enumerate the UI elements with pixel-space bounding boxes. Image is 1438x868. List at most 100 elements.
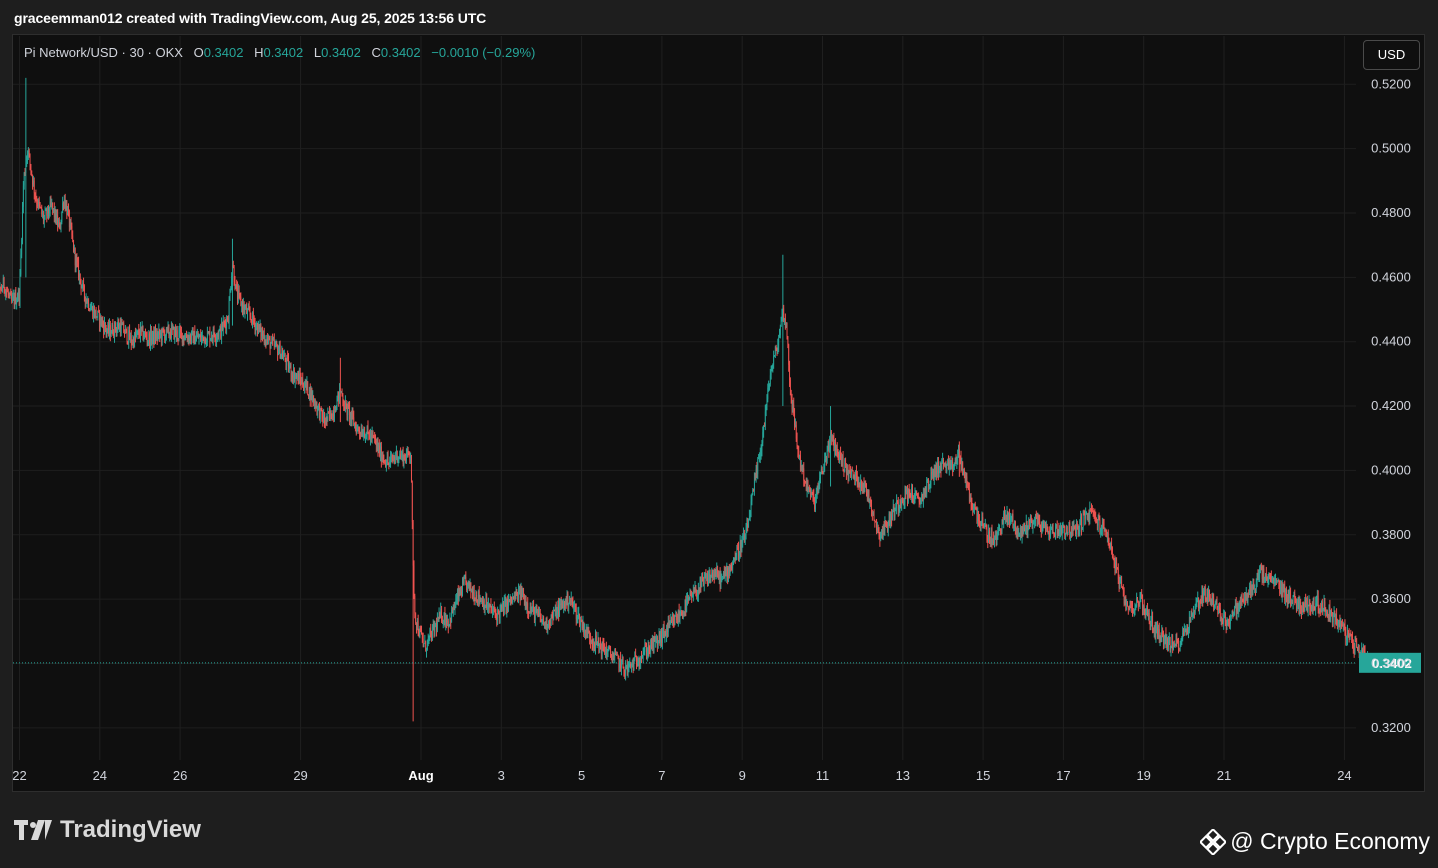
candle-body: [178, 331, 180, 339]
candle: [558, 597, 560, 622]
candle: [799, 454, 801, 461]
candle-body: [408, 451, 410, 455]
candle-body: [221, 323, 222, 338]
candle-body: [684, 600, 686, 612]
candle: [5, 289, 7, 301]
candle-body: [62, 203, 64, 212]
candle: [1050, 523, 1052, 539]
candle-body: [1050, 528, 1051, 538]
candle: [1240, 594, 1242, 609]
candle-body: [242, 304, 244, 311]
candle-body: [837, 451, 839, 454]
candle-body: [1346, 639, 1348, 640]
candle: [594, 641, 596, 652]
candle-body: [1223, 614, 1225, 624]
candle: [876, 518, 878, 535]
candle: [1025, 514, 1027, 536]
candle-body: [55, 209, 57, 224]
candle: [159, 328, 161, 342]
candle: [277, 345, 279, 356]
candle: [594, 629, 596, 655]
candle-body: [1189, 617, 1191, 622]
candle: [626, 659, 628, 676]
candle-body: [969, 496, 971, 502]
candle: [15, 286, 17, 305]
candle-body: [649, 650, 651, 652]
candle: [1007, 510, 1009, 528]
candle: [1082, 510, 1084, 532]
candle: [794, 418, 796, 428]
candle: [298, 367, 300, 384]
candle: [508, 598, 510, 603]
candle-body: [1321, 602, 1323, 612]
candle: [330, 410, 332, 420]
candle: [514, 591, 516, 602]
candle: [700, 576, 702, 593]
price-chart[interactable]: 0.3402 0.32000.34000.36000.38000.40000.4…: [0, 0, 1438, 800]
candle: [751, 493, 753, 506]
candle: [178, 326, 180, 342]
candle-body: [70, 221, 72, 227]
candle: [998, 524, 1000, 532]
candle: [457, 585, 459, 606]
candle: [1061, 522, 1063, 541]
candle: [601, 641, 603, 660]
candle: [300, 372, 302, 390]
candle: [1324, 598, 1326, 612]
candle: [448, 623, 450, 628]
candle-body: [887, 526, 888, 531]
candle: [1064, 525, 1066, 540]
candle: [706, 573, 708, 582]
candle-body: [1024, 527, 1025, 532]
candle: [1091, 505, 1093, 513]
candle: [696, 589, 698, 600]
candle-body: [549, 620, 550, 624]
candle: [946, 463, 948, 474]
candle: [644, 639, 646, 656]
candle: [891, 508, 893, 527]
candle-body: [922, 494, 923, 501]
candle-body: [1289, 590, 1291, 598]
candle-body: [1299, 602, 1301, 611]
candle-body: [690, 592, 692, 594]
candle: [928, 483, 930, 490]
candle: [82, 280, 84, 292]
candle-body: [1276, 581, 1278, 583]
candle: [1313, 596, 1315, 612]
candle: [1152, 627, 1154, 634]
candle-body: [1018, 534, 1020, 537]
candle: [1193, 609, 1195, 619]
candle-body: [391, 456, 393, 460]
candle-body: [202, 335, 204, 338]
candle: [208, 330, 210, 336]
candle-body: [196, 335, 198, 337]
candle: [165, 334, 167, 344]
candle-body: [199, 335, 201, 338]
candle: [1316, 595, 1318, 607]
candle: [886, 521, 888, 533]
candle-body: [1088, 513, 1090, 520]
candle: [93, 303, 95, 323]
candle-body: [1344, 626, 1346, 634]
candle: [579, 616, 581, 633]
candle-body: [16, 300, 18, 304]
candle: [1069, 520, 1071, 540]
candle: [895, 502, 897, 512]
candle-body: [1361, 648, 1363, 655]
candle-body: [1204, 587, 1206, 599]
candle: [1081, 526, 1083, 531]
candle-body: [1315, 603, 1317, 610]
candle: [903, 497, 905, 509]
candle: [996, 531, 998, 546]
candle-body: [682, 614, 683, 618]
candle-body: [1335, 614, 1337, 622]
candle-body: [154, 331, 156, 343]
candle-body: [729, 565, 731, 574]
candle-body: [415, 613, 417, 624]
candle-body: [508, 599, 510, 603]
candle: [1265, 566, 1267, 581]
candle: [1185, 628, 1187, 636]
candle: [724, 566, 726, 582]
candle: [1351, 633, 1353, 643]
candle: [1335, 613, 1337, 625]
